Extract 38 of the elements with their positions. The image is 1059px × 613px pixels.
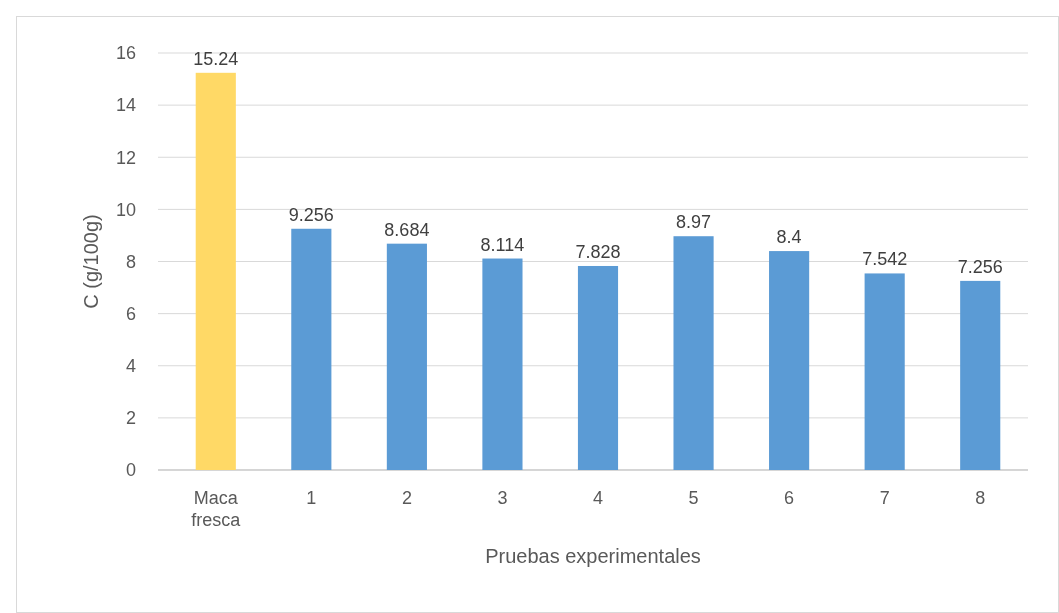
data-label: 8.684	[384, 219, 430, 240]
data-label: 8.4	[776, 227, 802, 248]
y-tick-label: 12	[115, 147, 136, 168]
bar	[577, 265, 619, 470]
y-tick-label: 4	[125, 356, 136, 377]
data-label: 15.24	[193, 48, 239, 69]
x-tick-label: 1	[306, 488, 317, 508]
y-tick-label: 0	[125, 460, 136, 481]
bar	[960, 280, 1001, 470]
x-tick-label: 2	[401, 488, 412, 508]
y-axis-title: C (g/100g)	[80, 214, 102, 309]
y-tick-label: 16	[115, 43, 136, 64]
bar	[386, 243, 427, 470]
data-label: 8.114	[480, 234, 525, 255]
x-tick-label: Maca fresca	[191, 488, 242, 530]
y-tick-label: 2	[125, 408, 136, 429]
x-tick-label: 7	[879, 488, 890, 508]
bar	[864, 273, 905, 470]
data-label: 7.828	[575, 241, 621, 262]
y-tick-label: 6	[125, 303, 136, 324]
data-label: 9.256	[288, 204, 334, 225]
x-tick-label: 3	[497, 488, 508, 508]
bar	[769, 251, 810, 470]
bar	[673, 236, 714, 470]
x-tick-label: 6	[784, 488, 795, 508]
bar	[291, 228, 332, 470]
y-tick-label: 10	[115, 199, 136, 220]
bar	[195, 72, 236, 470]
x-tick-label: 8	[975, 488, 986, 508]
data-label: 8.97	[676, 212, 712, 233]
bar	[482, 258, 523, 470]
data-label: 7.542	[862, 249, 908, 270]
x-tick-label: 4	[592, 488, 604, 508]
y-tick-label: 14	[115, 95, 136, 116]
x-axis-title: Pruebas experimentales	[485, 545, 701, 567]
x-tick-label: 5	[688, 488, 699, 508]
y-tick-label: 8	[125, 251, 136, 272]
data-label: 7.256	[957, 256, 1003, 277]
